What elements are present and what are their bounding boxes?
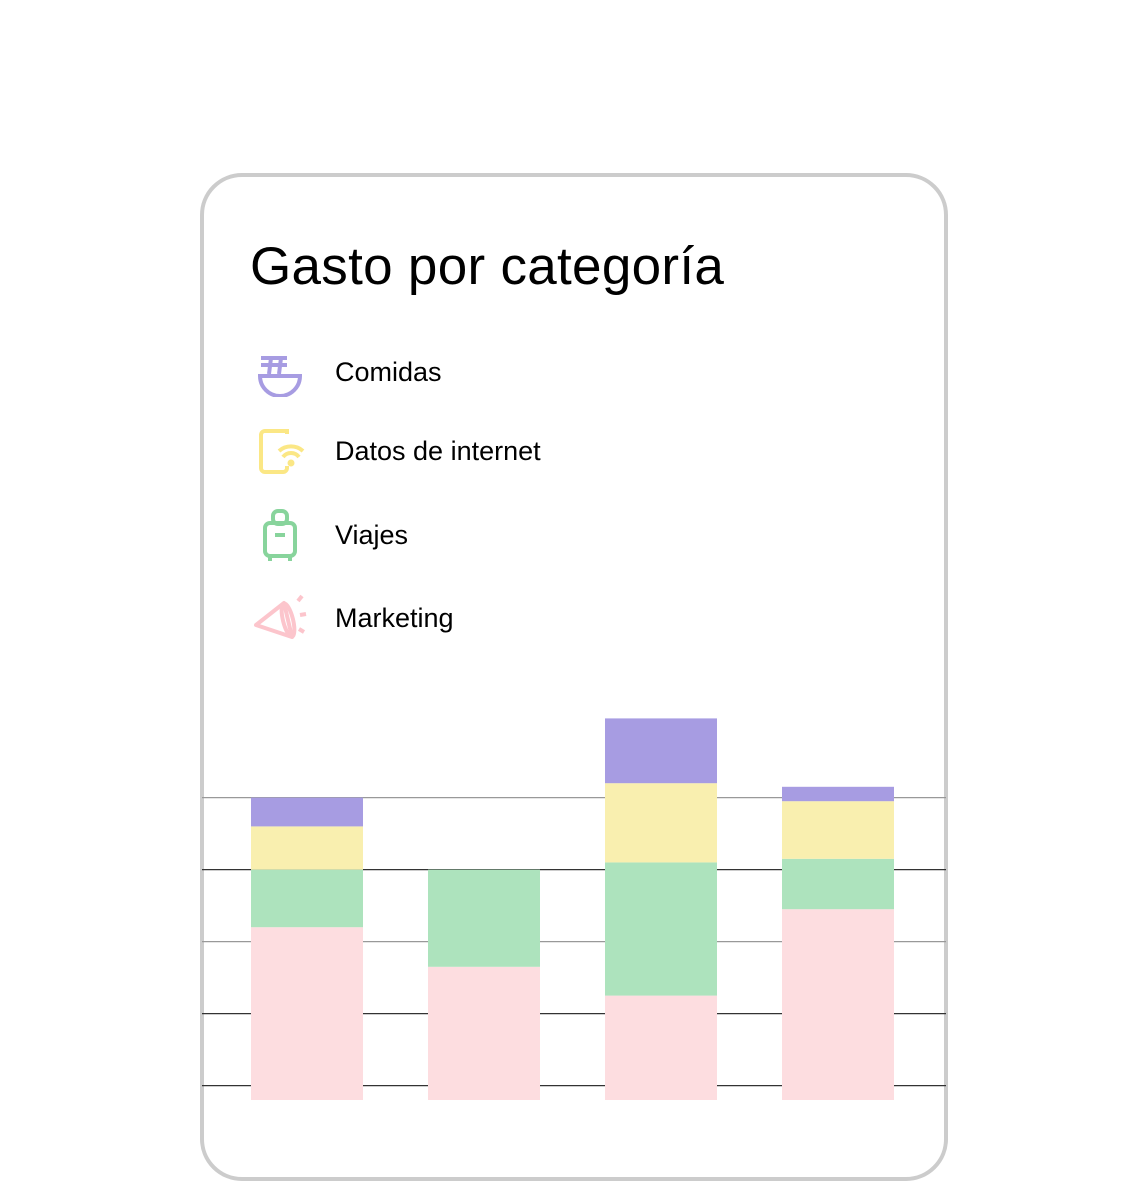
legend-item-marketing: Marketing	[250, 588, 454, 648]
bowl-noodles-icon	[250, 342, 310, 402]
bar-segment-marketing	[782, 909, 894, 1100]
bar-segment-datos-de-internet	[605, 783, 717, 863]
megaphone-icon	[250, 588, 310, 648]
legend-label: Marketing	[335, 602, 454, 633]
stacked-bar-chart	[202, 718, 946, 1100]
suitcase-icon	[250, 505, 310, 565]
phone-wifi-icon	[250, 421, 310, 481]
bar-segment-datos-de-internet	[782, 801, 894, 859]
legend-label: Comidas	[335, 356, 442, 387]
bar-segment-marketing	[251, 927, 363, 1100]
chart-title: Gasto por categoría	[250, 237, 725, 296]
bar-segment-viajes	[605, 862, 717, 996]
legend-item-datos-de-internet: Datos de internet	[250, 421, 541, 481]
bar-segment-viajes	[428, 869, 540, 967]
legend-label: Viajes	[335, 519, 409, 550]
bar-segment-comidas	[605, 718, 717, 784]
legend-item-viajes: Viajes	[250, 505, 408, 565]
bar-segment-marketing	[428, 966, 540, 1100]
bar-segment-viajes	[782, 858, 894, 910]
legend-item-comidas: Comidas	[250, 342, 442, 402]
bar-segment-marketing	[605, 995, 717, 1100]
bar-segment-comidas	[782, 786, 894, 802]
legend-label: Datos de internet	[335, 435, 541, 466]
bar-segment-datos-de-internet	[251, 826, 363, 870]
bar-segment-comidas	[251, 797, 363, 827]
bar-segment-viajes	[251, 869, 363, 928]
